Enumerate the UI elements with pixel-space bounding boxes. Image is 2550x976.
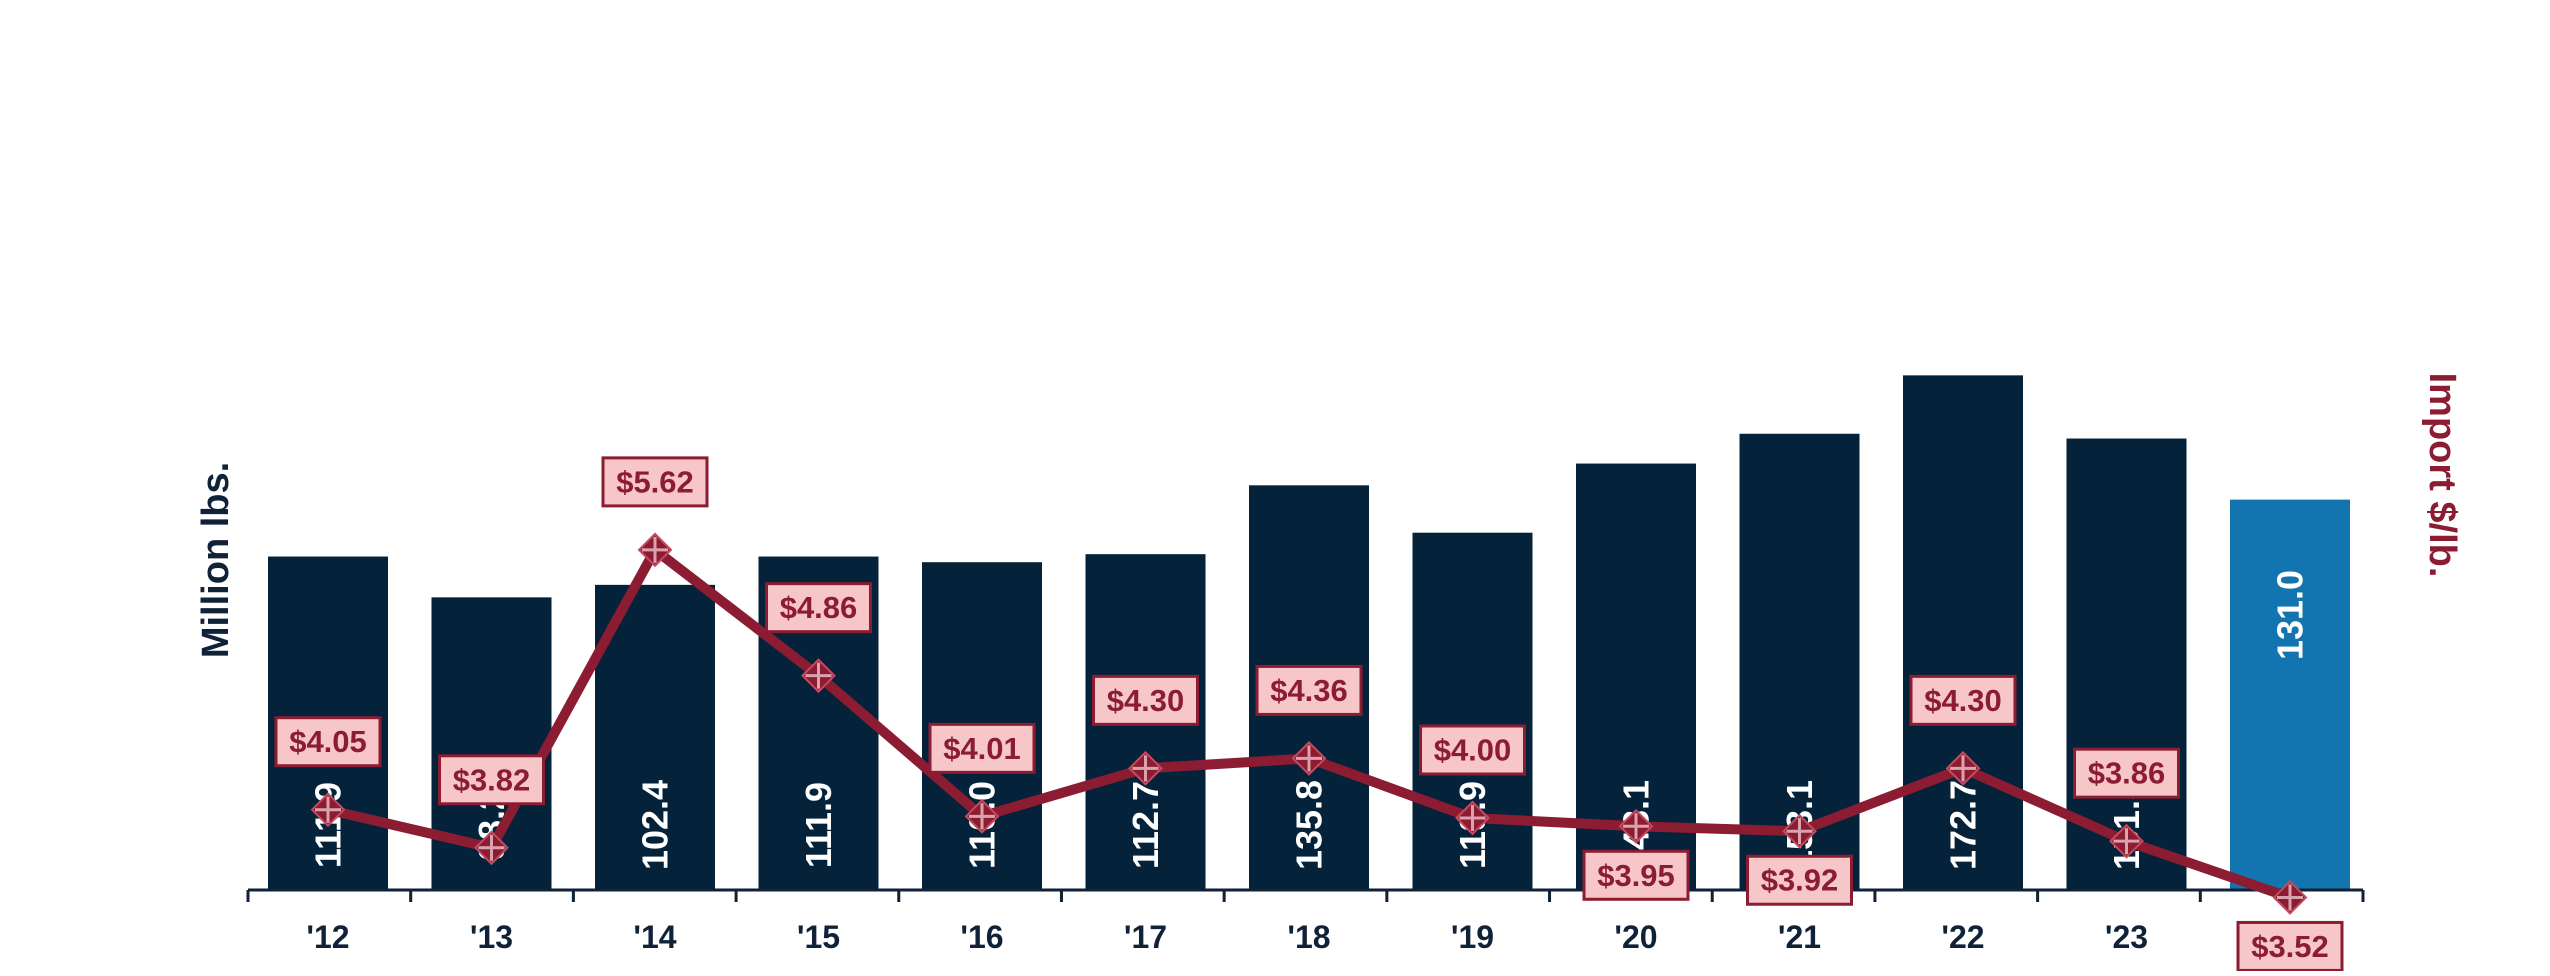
bar-10 (1903, 375, 2023, 890)
price-label-3: $4.86 (780, 590, 858, 625)
price-label-8: $3.95 (1597, 858, 1675, 893)
price-label-12: $3.52 (2251, 929, 2329, 964)
bar-value-label-6: 135.8 (1289, 780, 1330, 870)
bar-value-label-2: 102.4 (635, 780, 676, 870)
bar-value-label-3: 111.9 (798, 782, 839, 868)
price-label-box-9 (1746, 854, 1853, 906)
price-label-box-5 (1092, 674, 1199, 726)
price-label-box-3 (765, 582, 872, 634)
price-label-box-12 (2236, 920, 2344, 972)
x-tick-label-4: '16 (960, 919, 1003, 955)
x-tick-label-3: '15 (797, 919, 840, 955)
price-labels-layer: $4.05 $3.82 $5.62 $4.86 $4.01 $4.30 $4.36 $4.00… (274, 456, 2344, 972)
bar-2 (595, 584, 715, 890)
price-label-4: $4.01 (943, 731, 1021, 766)
price-label-box-0 (274, 716, 382, 768)
y2-axis-title: Import $/lb. (2421, 373, 2463, 578)
price-label-box-8 (1582, 849, 1690, 901)
x-tick-label-0: '12 (306, 919, 349, 955)
price-label-box-11 (2073, 747, 2180, 799)
bars-layer: 111.998.2102.4111.9110.0112.7135.8119.91… (268, 375, 2350, 890)
price-label-0: $4.05 (289, 724, 367, 759)
y-axis-title: Million lbs. (195, 462, 237, 658)
x-tick-label-9: '21 (1778, 919, 1821, 955)
bar-value-label-5: 112.7 (1125, 781, 1166, 869)
price-label-6: $4.36 (1270, 673, 1348, 708)
bar-12 (2230, 499, 2350, 890)
x-tick-label-11: '23 (2105, 919, 2148, 955)
x-tick-label-8: '20 (1614, 919, 1657, 955)
x-tick-label-10: '22 (1941, 919, 1984, 955)
x-tick-label-2: '14 (633, 919, 676, 955)
price-label-1: $3.82 (453, 762, 531, 797)
price-label-2: $5.62 (616, 464, 694, 499)
bar-value-label-12: 131.0 (2270, 570, 2311, 660)
x-tick-label-1: '13 (470, 919, 513, 955)
price-label-9: $3.92 (1761, 863, 1839, 898)
x-tick-label-6: '18 (1287, 919, 1330, 955)
price-label-11: $3.86 (2088, 756, 2166, 791)
price-label-box-10 (1909, 674, 2017, 726)
x-tick-label-7: '19 (1451, 919, 1494, 955)
price-label-5: $4.30 (1107, 683, 1185, 718)
x-tick-label-5: '17 (1124, 919, 1167, 955)
price-label-box-1 (438, 754, 545, 806)
price-label-7: $4.00 (1434, 733, 1512, 768)
price-label-box-7 (1419, 724, 1526, 776)
bar-11 (2066, 438, 2187, 890)
price-label-10: $4.30 (1924, 683, 2002, 718)
x-axis: '12'13'14'15'16'17'18'19'20'21'22'23'24 (246, 888, 2365, 955)
price-line-layer (310, 532, 2308, 915)
price-label-box-2 (601, 456, 709, 508)
bar-value-label-10: 172.7 (1943, 780, 1984, 870)
price-label-box-4 (928, 722, 1036, 774)
price-label-box-6 (1255, 664, 1363, 716)
